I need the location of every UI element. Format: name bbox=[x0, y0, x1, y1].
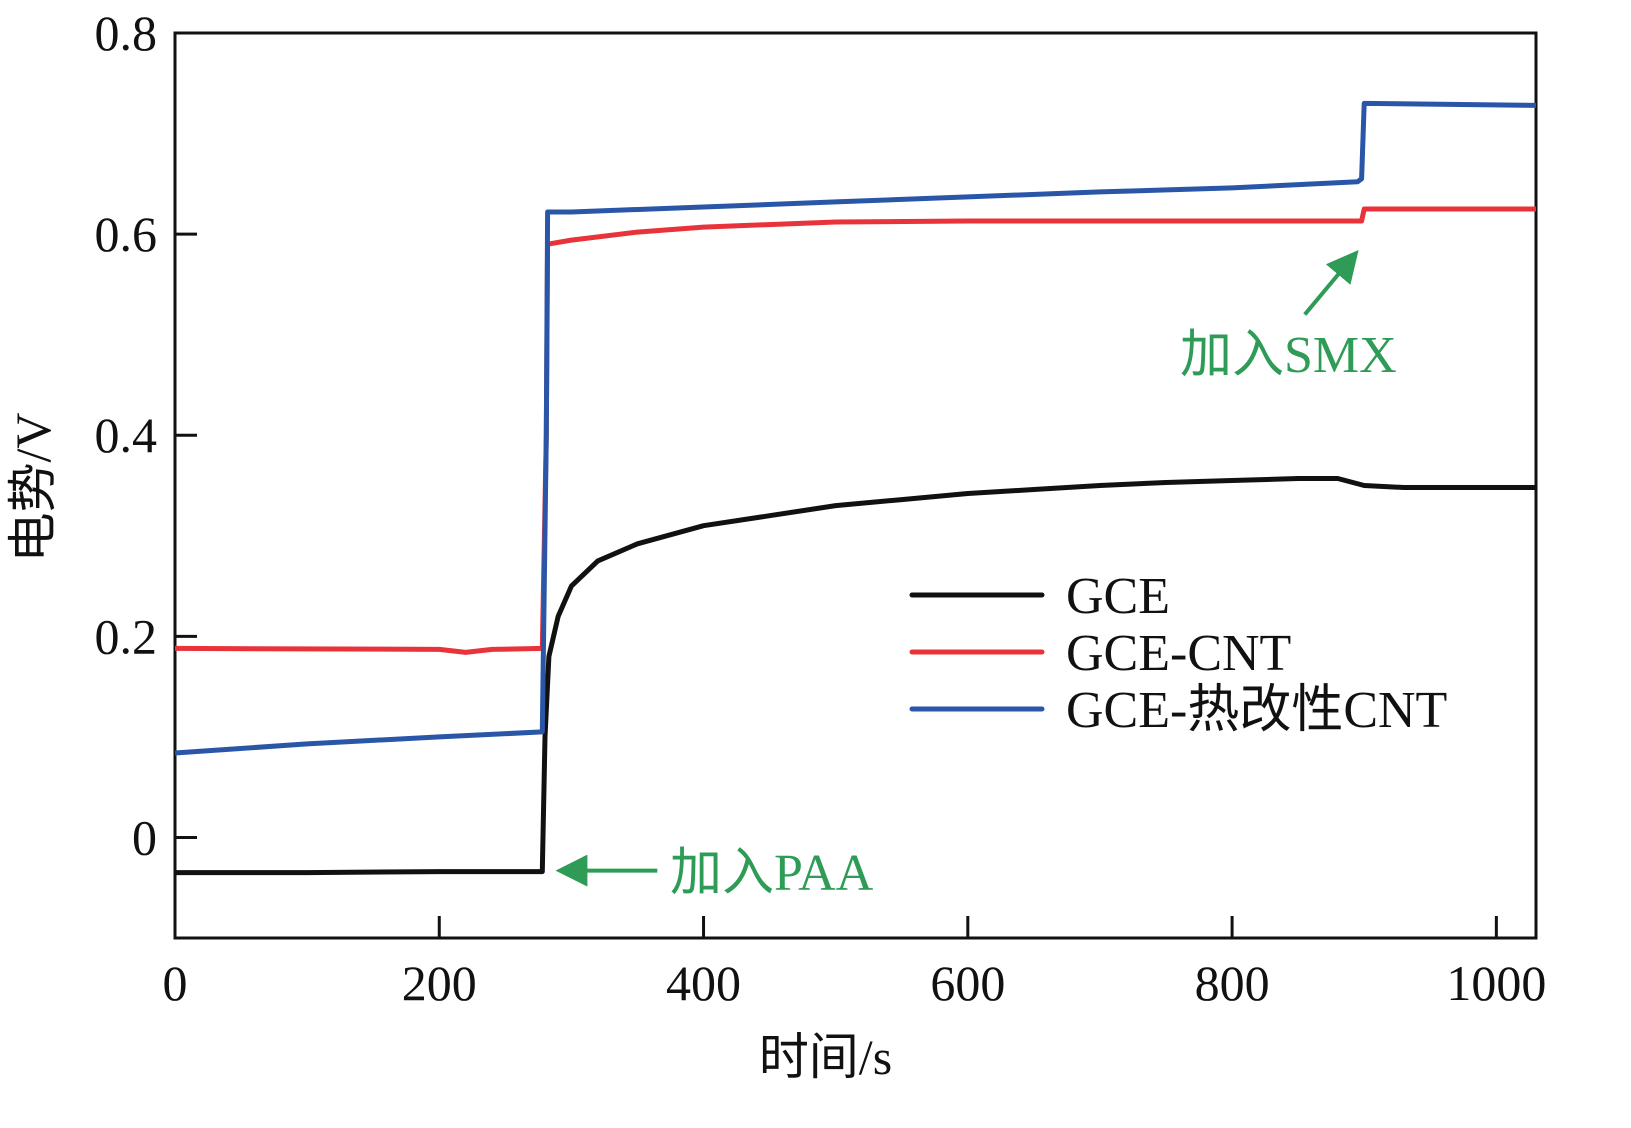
y-tick-label: 0.8 bbox=[95, 5, 158, 61]
x-tick-label: 1000 bbox=[1446, 955, 1546, 1011]
y-ticks: 0 0.2 0.4 0.6 0.8 bbox=[95, 5, 197, 865]
x-tick-label: 600 bbox=[930, 955, 1005, 1011]
annotation-label: 加入SMX bbox=[1180, 327, 1397, 384]
x-axis-label: 时间/s bbox=[759, 1029, 892, 1085]
series-layer bbox=[174, 100, 1537, 876]
y-tick-label: 0.6 bbox=[95, 206, 158, 262]
y-tick-label: 0.4 bbox=[95, 407, 158, 463]
series-line-2 bbox=[174, 206, 1536, 655]
series-line-1 bbox=[175, 476, 1536, 876]
y-tick-label: 0.2 bbox=[95, 608, 158, 664]
x-tick-label: 0 bbox=[163, 955, 188, 1011]
legend-label: GCE-热改性CNT bbox=[1066, 682, 1447, 739]
legend-label: GCE-CNT bbox=[1066, 625, 1291, 682]
y-tick-label: 0 bbox=[132, 809, 157, 865]
x-tick-label: 400 bbox=[666, 955, 741, 1011]
annotation-arrow bbox=[1303, 249, 1359, 316]
x-tick-label: 200 bbox=[402, 955, 477, 1011]
series-line-3 bbox=[174, 100, 1537, 756]
x-tick-label: 800 bbox=[1195, 955, 1270, 1011]
annotations: 加入PAA 加入SMX bbox=[555, 249, 1397, 902]
legend-label: GCE bbox=[1066, 568, 1170, 625]
x-ticks: 0 200 400 600 800 1000 bbox=[163, 916, 1546, 1011]
annotation-label: 加入PAA bbox=[670, 845, 874, 902]
y-axis-label: 电势/V bbox=[5, 413, 61, 563]
